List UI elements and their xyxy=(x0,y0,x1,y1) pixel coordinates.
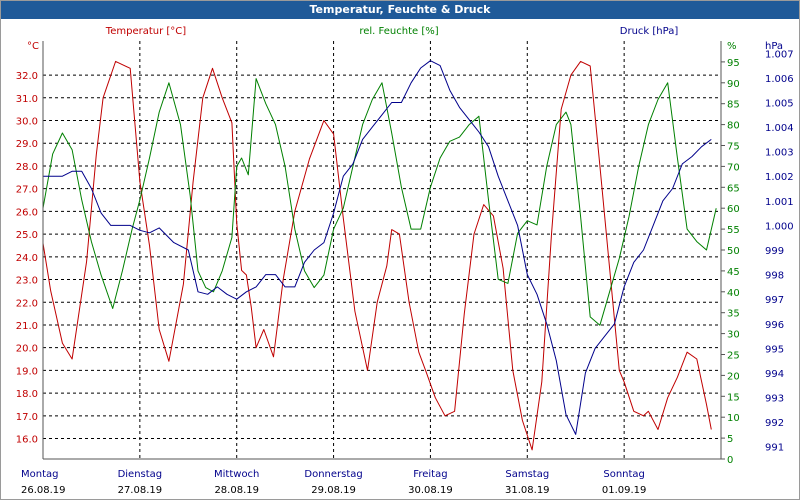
pressure-tick-label: 1.003 xyxy=(765,148,794,159)
pressure-tick-label: 1.005 xyxy=(765,98,794,109)
x-category-day: Mittwoch xyxy=(214,469,259,480)
temperature-tick-label: 25.0 xyxy=(16,230,38,241)
x-category-date: 30.08.19 xyxy=(408,485,453,496)
right2-axis-unit: hPa xyxy=(765,41,783,52)
temperature-tick-label: 26.0 xyxy=(16,207,38,218)
humidity-tick-label: 0 xyxy=(727,455,733,466)
humidity-tick-label: 65 xyxy=(727,183,740,194)
series-lines xyxy=(42,60,717,451)
pressure-tick-label: 995 xyxy=(765,344,784,355)
x-category-day: Sonntag xyxy=(603,469,645,480)
temperature-tick-label: 24.0 xyxy=(16,253,38,264)
pressure-tick-label: 1.002 xyxy=(765,172,794,183)
x-category-day: Donnerstag xyxy=(304,469,362,480)
humidity-tick-label: 75 xyxy=(727,142,740,153)
humidity-tick-label: 90 xyxy=(727,79,740,90)
x-category-date: 27.08.19 xyxy=(118,485,163,496)
temperature-axis-ticks: 16.0 17.0 18.0 19.0 20.0 21.0 22.0 23.0 24.0 25.0… xyxy=(16,71,38,445)
grid-lines xyxy=(43,41,721,459)
pressure-tick-label: 994 xyxy=(765,369,784,380)
window-title: Temperatur, Feuchte & Druck xyxy=(1,1,799,19)
temperature-line xyxy=(42,60,712,451)
humidity-tick-label: 95 xyxy=(727,58,740,69)
temperature-tick-label: 30.0 xyxy=(16,117,38,128)
humidity-axis-ticks: 0 5 10 15 20 25 30 35 40 45 50 55 60 65 70 75 80 85 90 95 xyxy=(721,58,740,466)
pressure-tick-label: 996 xyxy=(765,320,784,331)
x-category-date: 01.09.19 xyxy=(602,485,647,496)
pressure-series-title: Druck [hPa] xyxy=(620,26,679,37)
humidity-series-title: rel. Feuchte [%] xyxy=(359,26,438,37)
humidity-tick-label: 35 xyxy=(727,309,740,320)
x-category-date: 31.08.19 xyxy=(505,485,550,496)
humidity-line xyxy=(42,78,717,326)
temperature-tick-label: 22.0 xyxy=(16,298,38,309)
humidity-tick-label: 55 xyxy=(727,225,740,236)
humidity-tick-label: 80 xyxy=(727,121,740,132)
left-axis-unit: °C xyxy=(27,41,39,52)
temperature-tick-label: 19.0 xyxy=(16,366,38,377)
temperature-tick-label: 20.0 xyxy=(16,344,38,355)
temperature-tick-label: 18.0 xyxy=(16,389,38,400)
temperature-tick-label: 21.0 xyxy=(16,321,38,332)
pressure-tick-label: 998 xyxy=(765,271,784,282)
humidity-tick-label: 15 xyxy=(727,392,740,403)
x-category-date: 29.08.19 xyxy=(311,485,356,496)
pressure-tick-label: 1.004 xyxy=(765,123,794,134)
pressure-tick-label: 1.006 xyxy=(765,74,794,85)
x-category-date: 26.08.19 xyxy=(21,485,66,496)
temperature-tick-label: 32.0 xyxy=(16,71,38,82)
temperature-tick-label: 23.0 xyxy=(16,276,38,287)
humidity-tick-label: 20 xyxy=(727,371,740,382)
pressure-tick-label: 1.007 xyxy=(765,49,794,60)
x-axis-categories: Montag 26.08.19 Dienstag 27.08.19 Mittwoch 28… xyxy=(21,469,646,496)
pressure-axis-ticks: 991 992 993 994 995 996 997 998 999 1.000 1.001 1.0… xyxy=(765,49,794,453)
humidity-tick-label: 45 xyxy=(727,267,740,278)
temperature-tick-label: 29.0 xyxy=(16,139,38,150)
right1-axis-unit: % xyxy=(727,41,737,52)
pressure-tick-label: 999 xyxy=(765,246,784,257)
temperature-tick-label: 17.0 xyxy=(16,412,38,423)
x-category-day: Montag xyxy=(21,469,58,480)
humidity-tick-label: 10 xyxy=(727,413,740,424)
weather-chart: 16.0 17.0 18.0 19.0 20.0 21.0 22.0 23.0 24.0 25.0… xyxy=(16,26,794,496)
humidity-tick-label: 50 xyxy=(727,246,740,257)
pressure-tick-label: 992 xyxy=(765,418,784,429)
humidity-tick-label: 40 xyxy=(727,288,740,299)
humidity-tick-label: 5 xyxy=(727,434,733,445)
x-category-day: Dienstag xyxy=(118,469,163,480)
humidity-tick-label: 30 xyxy=(727,330,740,341)
pressure-tick-label: 991 xyxy=(765,443,784,454)
pressure-tick-label: 993 xyxy=(765,394,784,405)
humidity-tick-label: 25 xyxy=(727,351,740,362)
humidity-tick-label: 70 xyxy=(727,162,740,173)
x-category-day: Freitag xyxy=(413,469,447,480)
temperature-tick-label: 31.0 xyxy=(16,94,38,105)
pressure-tick-label: 1.000 xyxy=(765,221,794,232)
temperature-tick-label: 16.0 xyxy=(16,435,38,446)
temperature-series-title: Temperatur [°C] xyxy=(105,26,186,37)
pressure-tick-label: 1.001 xyxy=(765,197,794,208)
temperature-tick-label: 27.0 xyxy=(16,185,38,196)
pressure-line xyxy=(43,60,712,435)
pressure-tick-label: 997 xyxy=(765,295,784,306)
x-category-date: 28.08.19 xyxy=(214,485,259,496)
humidity-tick-label: 85 xyxy=(727,100,740,111)
humidity-tick-label: 60 xyxy=(727,204,740,215)
temperature-tick-label: 28.0 xyxy=(16,162,38,173)
x-category-day: Samstag xyxy=(505,469,549,480)
